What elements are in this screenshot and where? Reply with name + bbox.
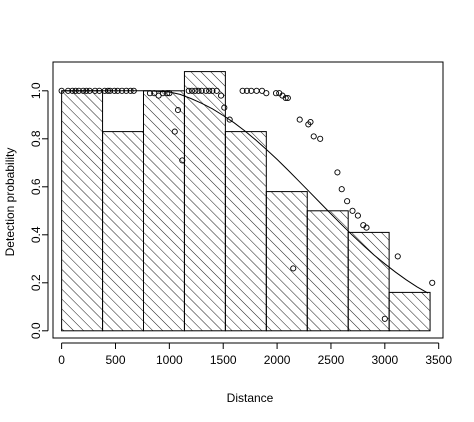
data-point xyxy=(188,87,196,94)
data-point xyxy=(349,207,356,214)
x-tick-label: 2500 xyxy=(318,353,345,367)
data-point xyxy=(239,87,246,94)
plot-frame xyxy=(52,61,444,339)
x-axis: 0 500 1000 1500 2000 2500 3000 3500 xyxy=(58,342,452,367)
data-point xyxy=(166,90,173,97)
data-point xyxy=(307,118,314,126)
histogram-bar-8 xyxy=(347,231,390,332)
data-point xyxy=(185,87,192,94)
x-tick-label: 500 xyxy=(105,353,125,367)
data-point xyxy=(164,90,171,97)
data-point xyxy=(429,279,436,286)
x-tick-label: 0 xyxy=(58,353,65,367)
data-point xyxy=(263,90,270,97)
y-axis-title: Detection probability xyxy=(3,148,17,257)
y-tick-label: 0.6 xyxy=(29,178,43,195)
data-point xyxy=(221,104,228,111)
data-point xyxy=(174,106,182,114)
histogram-bar-4 xyxy=(183,71,226,332)
histogram-bars xyxy=(61,71,431,332)
histogram-bar-2 xyxy=(102,131,144,332)
data-point xyxy=(213,87,220,94)
data-point xyxy=(198,87,205,94)
data-point xyxy=(344,198,351,205)
data-point xyxy=(290,265,297,272)
data-point xyxy=(206,87,213,94)
data-point xyxy=(338,186,345,193)
histogram-bar-9 xyxy=(388,291,431,332)
histogram-bar-3 xyxy=(142,90,185,332)
x-tick-label: 1000 xyxy=(156,353,183,367)
data-point xyxy=(363,224,370,231)
x-tick-label: 3500 xyxy=(425,353,452,367)
y-tick-label: 0.4 xyxy=(29,226,43,243)
data-point xyxy=(171,128,178,135)
x-axis-title: Distance xyxy=(227,391,274,405)
data-point xyxy=(284,94,291,102)
y-axis: 0.0 0.2 0.4 0.6 0.8 1.0 xyxy=(29,82,49,339)
data-point xyxy=(394,253,401,260)
data-point xyxy=(192,87,199,94)
y-tick-label: 0.8 xyxy=(29,130,43,147)
histogram-bar-6 xyxy=(265,191,308,332)
data-point xyxy=(218,92,225,99)
x-tick-label: 1500 xyxy=(210,353,237,367)
data-point xyxy=(354,212,361,219)
data-point xyxy=(159,90,166,97)
data-point xyxy=(253,87,260,94)
fitted-curve xyxy=(61,90,429,294)
x-tick-label: 3000 xyxy=(371,353,398,367)
data-point xyxy=(209,87,216,94)
data-point xyxy=(226,116,233,123)
data-point xyxy=(195,87,202,94)
data-point xyxy=(296,116,303,123)
data-point xyxy=(317,135,324,142)
data-point xyxy=(179,157,186,164)
data-point xyxy=(272,90,280,97)
data-point xyxy=(334,169,341,176)
histogram-bar-1 xyxy=(61,90,104,332)
data-point xyxy=(282,94,289,102)
x-tick-label: 2000 xyxy=(264,353,291,367)
y-tick-label: 0.0 xyxy=(29,322,43,339)
data-point xyxy=(202,87,210,94)
data-point xyxy=(381,315,388,322)
y-tick-label: 0.2 xyxy=(29,274,43,291)
histogram-bar-5 xyxy=(224,131,267,332)
data-point xyxy=(310,133,317,140)
histogram-bar-7 xyxy=(306,210,349,332)
data-point xyxy=(243,87,250,94)
y-tick-label: 1.0 xyxy=(29,82,43,99)
